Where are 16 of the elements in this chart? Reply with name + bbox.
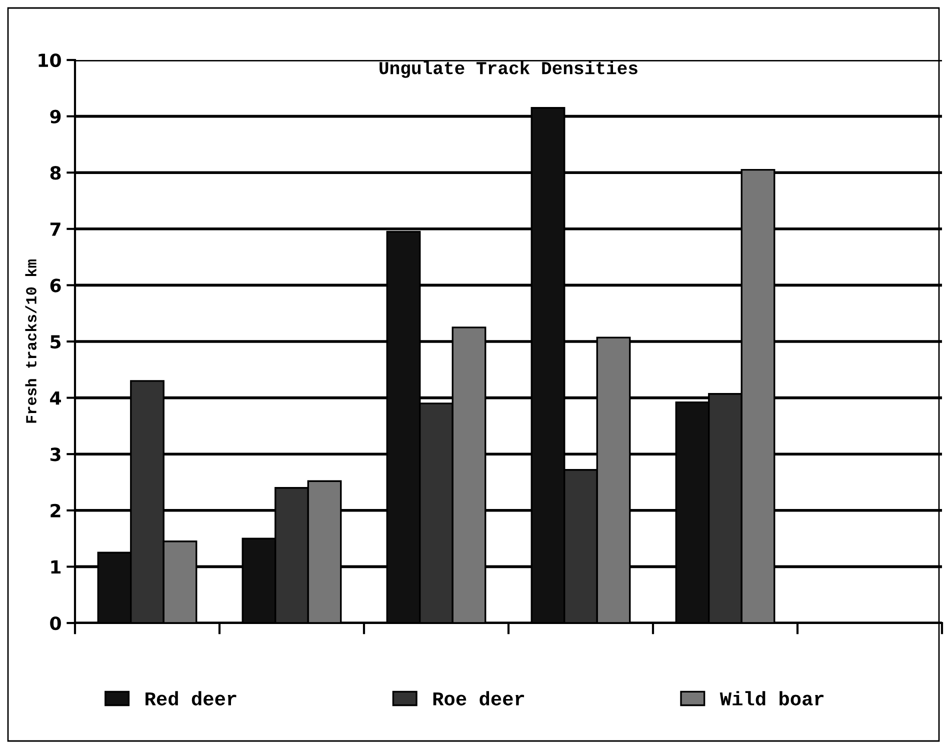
y-axis-title: Fresh tracks/10 km [25, 260, 36, 423]
y-tick-label: 10 [38, 53, 61, 68]
chart-title: Ungulate Track Densities [380, 60, 638, 78]
y-tick-label: 3 [50, 448, 60, 462]
legend-label: Roe deer [433, 691, 524, 706]
legend-label: Wild boar [720, 691, 824, 706]
y-tick-label: 6 [50, 278, 61, 292]
y-tick-label: 1 [51, 560, 61, 574]
y-tick-label: 5 [50, 335, 61, 349]
y-tick-label: 7 [50, 222, 60, 236]
legend-label: Red deer [146, 691, 236, 706]
y-tick-label: 9 [50, 110, 61, 124]
y-tick-label: 4 [50, 391, 61, 405]
y-tick-label: 0 [50, 616, 61, 630]
y-tick-label: 2 [50, 504, 60, 518]
y-tick-label: 8 [50, 166, 61, 180]
